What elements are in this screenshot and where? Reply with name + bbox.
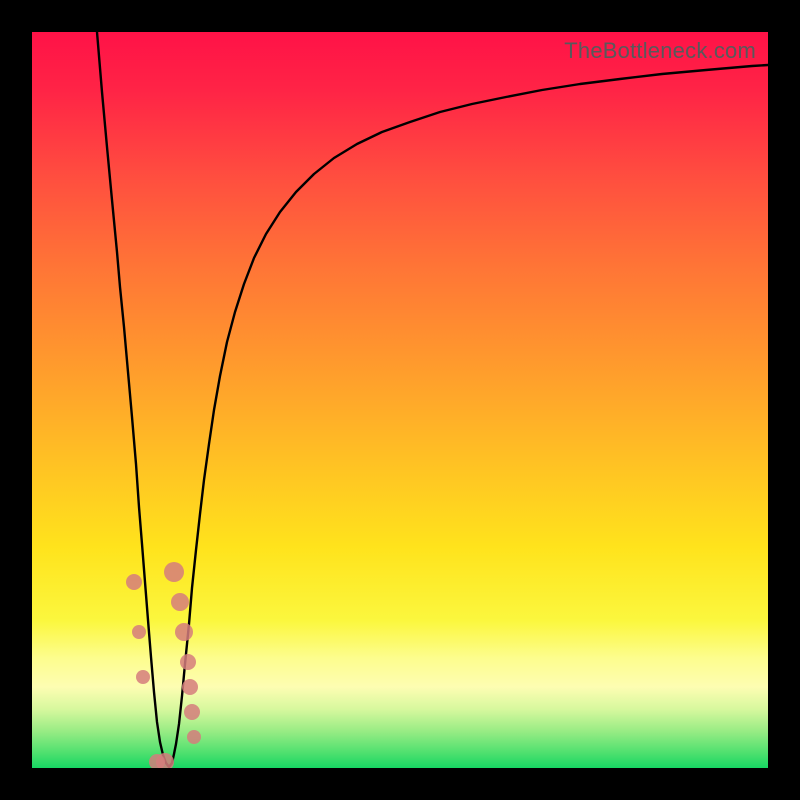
chart-frame: TheBottleneck.com	[0, 0, 800, 800]
scatter-point	[132, 625, 146, 639]
scatter-point	[182, 679, 198, 695]
scatter-point	[180, 654, 196, 670]
plot-area: TheBottleneck.com	[32, 32, 768, 768]
scatter-point	[184, 704, 200, 720]
bottleneck-curve	[97, 32, 768, 767]
scatter-point	[171, 593, 189, 611]
scatter-point	[136, 670, 150, 684]
scatter-point	[164, 562, 184, 582]
scatter-point	[126, 574, 142, 590]
scatter-points	[126, 562, 201, 768]
scatter-point	[175, 623, 193, 641]
scatter-point	[187, 730, 201, 744]
watermark-text: TheBottleneck.com	[564, 38, 756, 64]
curve-layer	[32, 32, 768, 768]
